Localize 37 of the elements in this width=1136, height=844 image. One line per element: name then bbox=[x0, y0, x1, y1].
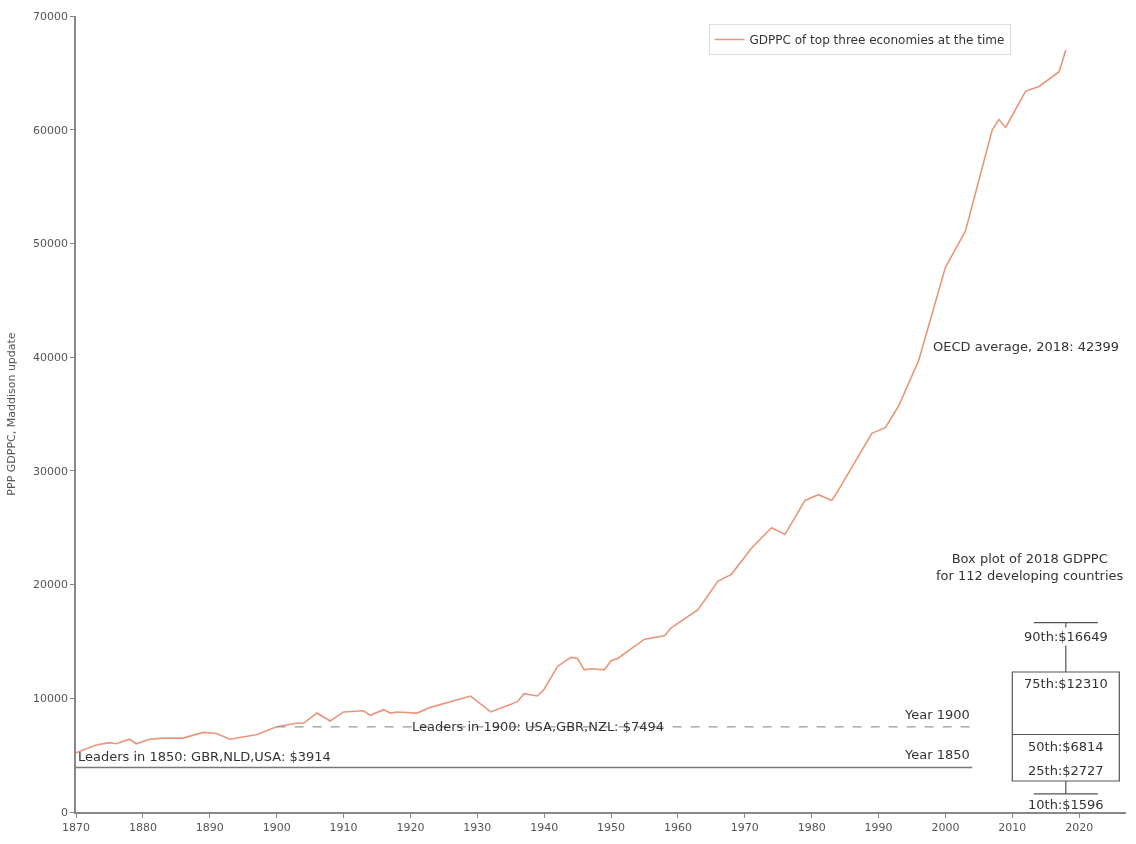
y-tick-label: 30000 bbox=[33, 464, 69, 478]
x-tick-label: 1930 bbox=[463, 820, 492, 834]
x-tick-label: 1890 bbox=[195, 820, 224, 834]
legend-label: GDPPC of top three economies at the time bbox=[749, 33, 1005, 48]
annotation: Leaders in 1850: GBR,NLD,USA: $3914 bbox=[78, 749, 331, 764]
x-tick-label: 1980 bbox=[797, 820, 826, 834]
x-tick-label: 1970 bbox=[730, 820, 759, 834]
x-tick-label: 1950 bbox=[597, 820, 626, 834]
y-tick-label: 60000 bbox=[33, 123, 69, 137]
annotation: Box plot of 2018 GDPPC for 112 developing countries bbox=[936, 551, 1124, 583]
annotation: 75th:$12310 bbox=[1024, 676, 1108, 691]
x-tick-label: 1940 bbox=[530, 820, 559, 834]
annotation: 90th:$16649 bbox=[1024, 629, 1108, 644]
annotation: Leaders in 1900: USA,GBR,NZL: $7494 bbox=[412, 719, 664, 734]
annotation: 25th:$2727 bbox=[1028, 763, 1104, 778]
x-tick-label: 1900 bbox=[262, 820, 291, 834]
annotation: OECD average, 2018: 42399 bbox=[933, 339, 1120, 354]
x-tick-label: 2010 bbox=[998, 820, 1027, 834]
x-tick-label: 1910 bbox=[329, 820, 358, 834]
annotation: Year 1900 bbox=[904, 707, 970, 722]
annotation: 10th:$1596 bbox=[1028, 797, 1104, 812]
annotation: Year 1850 bbox=[904, 747, 970, 762]
x-tick-label: 1880 bbox=[128, 820, 157, 834]
y-tick-label: 50000 bbox=[33, 237, 69, 251]
x-tick-label: 2020 bbox=[1065, 820, 1094, 834]
y-tick-label: 10000 bbox=[33, 692, 69, 706]
y-axis-title: PPP GDPPC, Maddison update bbox=[5, 332, 19, 496]
x-tick-label: 1920 bbox=[396, 820, 425, 834]
y-tick-label: 70000 bbox=[33, 9, 69, 23]
x-tick-label: 1990 bbox=[864, 820, 893, 834]
y-tick-label: 40000 bbox=[33, 350, 69, 364]
y-tick-label: 20000 bbox=[33, 578, 69, 592]
x-tick-label: 1870 bbox=[62, 820, 90, 834]
x-tick-label: 1960 bbox=[663, 820, 692, 834]
x-tick-label: 2000 bbox=[931, 820, 960, 834]
y-tick-label: 0 bbox=[61, 805, 69, 819]
annotation: 50th:$6814 bbox=[1028, 739, 1104, 754]
